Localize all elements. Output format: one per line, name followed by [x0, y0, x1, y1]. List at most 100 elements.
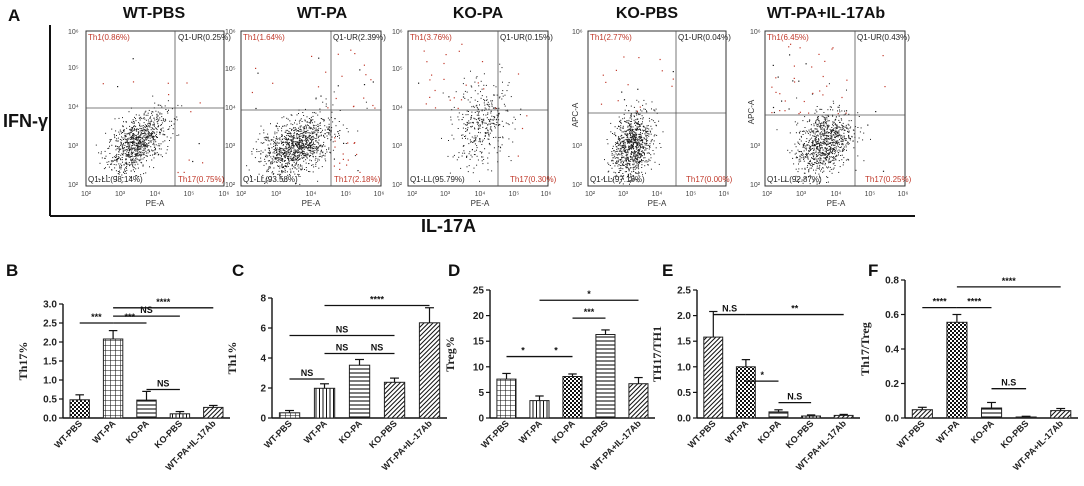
event-dot	[319, 153, 321, 155]
event-dot	[808, 169, 810, 171]
event-dot	[621, 151, 623, 153]
event-dot	[812, 181, 814, 183]
event-dot	[797, 122, 799, 124]
event-dot	[641, 132, 643, 134]
event-dot	[635, 172, 637, 174]
event-dot	[301, 165, 303, 167]
event-dot	[796, 124, 798, 126]
event-dot	[287, 157, 288, 159]
event-dot	[816, 148, 818, 150]
event-dot	[647, 160, 649, 162]
event-dot	[843, 136, 845, 138]
event-dot	[816, 135, 818, 137]
event-dot	[499, 136, 501, 138]
event-dot	[103, 168, 105, 170]
event-dot	[301, 151, 303, 153]
event-dot	[623, 136, 625, 138]
event-dot	[301, 133, 303, 134]
event-dot	[152, 139, 154, 141]
event-dot	[635, 146, 636, 148]
event-dot	[316, 129, 318, 131]
event-dot	[255, 107, 257, 110]
event-dot	[256, 148, 258, 150]
y-axis-label: Th17/Treg	[858, 322, 872, 376]
event-dot	[842, 139, 844, 141]
event-dot	[636, 172, 638, 174]
event-dot	[118, 154, 120, 155]
event-dot	[615, 150, 617, 152]
event-dot	[474, 81, 476, 83]
event-dot	[278, 148, 280, 150]
event-dot	[481, 160, 483, 162]
event-dot	[129, 128, 131, 130]
event-dot	[461, 119, 463, 120]
event-dot	[821, 123, 823, 125]
bar	[981, 407, 1003, 419]
event-dot	[309, 126, 311, 128]
event-dot	[109, 153, 111, 154]
event-dot	[620, 148, 622, 150]
event-dot	[637, 151, 639, 153]
category-label: KO-PBS	[578, 418, 610, 450]
event-dot	[811, 145, 813, 147]
event-dot	[138, 176, 140, 178]
event-dot	[162, 141, 164, 143]
event-dot	[461, 155, 463, 157]
event-dot	[819, 162, 821, 164]
event-dot	[849, 127, 851, 129]
event-dot	[135, 156, 137, 158]
event-dot	[290, 170, 292, 172]
significance-label: ****	[156, 297, 171, 307]
event-dot	[312, 115, 314, 117]
event-dot	[487, 157, 489, 159]
event-dot	[822, 141, 824, 143]
event-dot	[629, 173, 631, 175]
event-dot	[481, 110, 483, 112]
event-dot	[827, 141, 829, 143]
event-dot	[300, 164, 301, 166]
event-dot	[633, 175, 635, 177]
event-dot	[312, 135, 314, 137]
event-dot	[329, 134, 331, 136]
event-dot	[640, 130, 642, 131]
event-dot	[838, 127, 840, 128]
event-dot	[165, 152, 167, 154]
event-dot	[296, 138, 298, 140]
event-dot	[819, 150, 821, 152]
event-dot	[802, 152, 804, 154]
event-dot	[465, 84, 467, 86]
panel-label-a: A	[8, 6, 20, 25]
event-dot	[326, 149, 327, 151]
event-dot	[827, 115, 829, 117]
event-dot	[642, 118, 644, 120]
event-dot	[309, 136, 311, 138]
event-dot	[295, 144, 297, 146]
event-dot	[302, 147, 303, 149]
event-dot	[470, 141, 472, 143]
event-dot	[151, 134, 153, 135]
event-dot	[306, 169, 308, 171]
event-dot	[143, 145, 144, 147]
event-dot	[456, 159, 458, 161]
event-dot	[145, 114, 147, 116]
event-dot	[157, 123, 159, 125]
event-dot	[810, 165, 812, 166]
event-dot	[804, 127, 806, 128]
event-dot	[842, 122, 844, 124]
event-dot	[117, 140, 119, 142]
event-dot	[637, 153, 639, 155]
event-dot	[796, 156, 798, 158]
event-dot	[823, 133, 825, 135]
event-dot	[826, 116, 828, 118]
event-dot	[285, 138, 287, 140]
event-dot	[143, 133, 145, 134]
event-dot	[139, 145, 141, 147]
event-dot	[632, 157, 634, 159]
event-dot	[363, 97, 365, 99]
event-dot	[815, 141, 817, 143]
event-dot	[476, 114, 478, 116]
event-dot	[277, 142, 279, 144]
event-dot	[293, 157, 295, 159]
event-dot	[310, 147, 312, 149]
event-dot	[130, 155, 132, 157]
